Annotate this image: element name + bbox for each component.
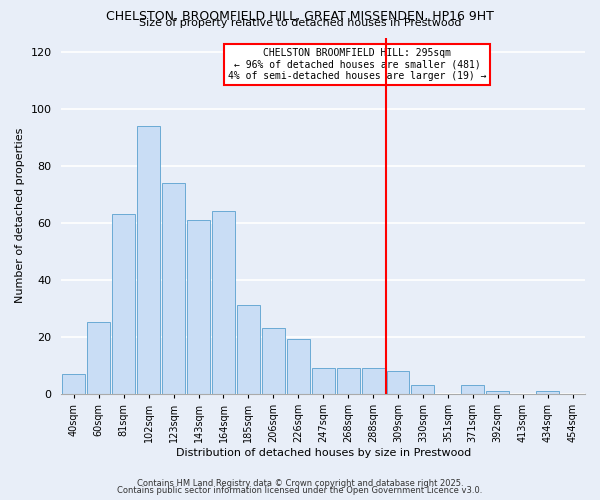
Text: CHELSTON, BROOMFIELD HILL, GREAT MISSENDEN, HP16 9HT: CHELSTON, BROOMFIELD HILL, GREAT MISSEND… bbox=[106, 10, 494, 23]
Bar bbox=[112, 214, 135, 394]
Y-axis label: Number of detached properties: Number of detached properties bbox=[15, 128, 25, 303]
Bar bbox=[137, 126, 160, 394]
Text: Size of property relative to detached houses in Prestwood: Size of property relative to detached ho… bbox=[139, 18, 461, 28]
Bar bbox=[287, 340, 310, 394]
Text: Contains HM Land Registry data © Crown copyright and database right 2025.: Contains HM Land Registry data © Crown c… bbox=[137, 478, 463, 488]
Bar bbox=[312, 368, 335, 394]
Bar bbox=[536, 390, 559, 394]
Bar bbox=[187, 220, 210, 394]
Bar bbox=[486, 390, 509, 394]
Bar bbox=[461, 385, 484, 394]
X-axis label: Distribution of detached houses by size in Prestwood: Distribution of detached houses by size … bbox=[176, 448, 471, 458]
Bar bbox=[212, 211, 235, 394]
Text: CHELSTON BROOMFIELD HILL: 295sqm
← 96% of detached houses are smaller (481)
4% o: CHELSTON BROOMFIELD HILL: 295sqm ← 96% o… bbox=[228, 48, 487, 82]
Bar bbox=[62, 374, 85, 394]
Bar bbox=[237, 305, 260, 394]
Bar bbox=[262, 328, 285, 394]
Bar bbox=[386, 371, 409, 394]
Bar bbox=[412, 385, 434, 394]
Bar bbox=[337, 368, 359, 394]
Bar bbox=[88, 322, 110, 394]
Text: Contains public sector information licensed under the Open Government Licence v3: Contains public sector information licen… bbox=[118, 486, 482, 495]
Bar bbox=[162, 183, 185, 394]
Bar bbox=[362, 368, 385, 394]
